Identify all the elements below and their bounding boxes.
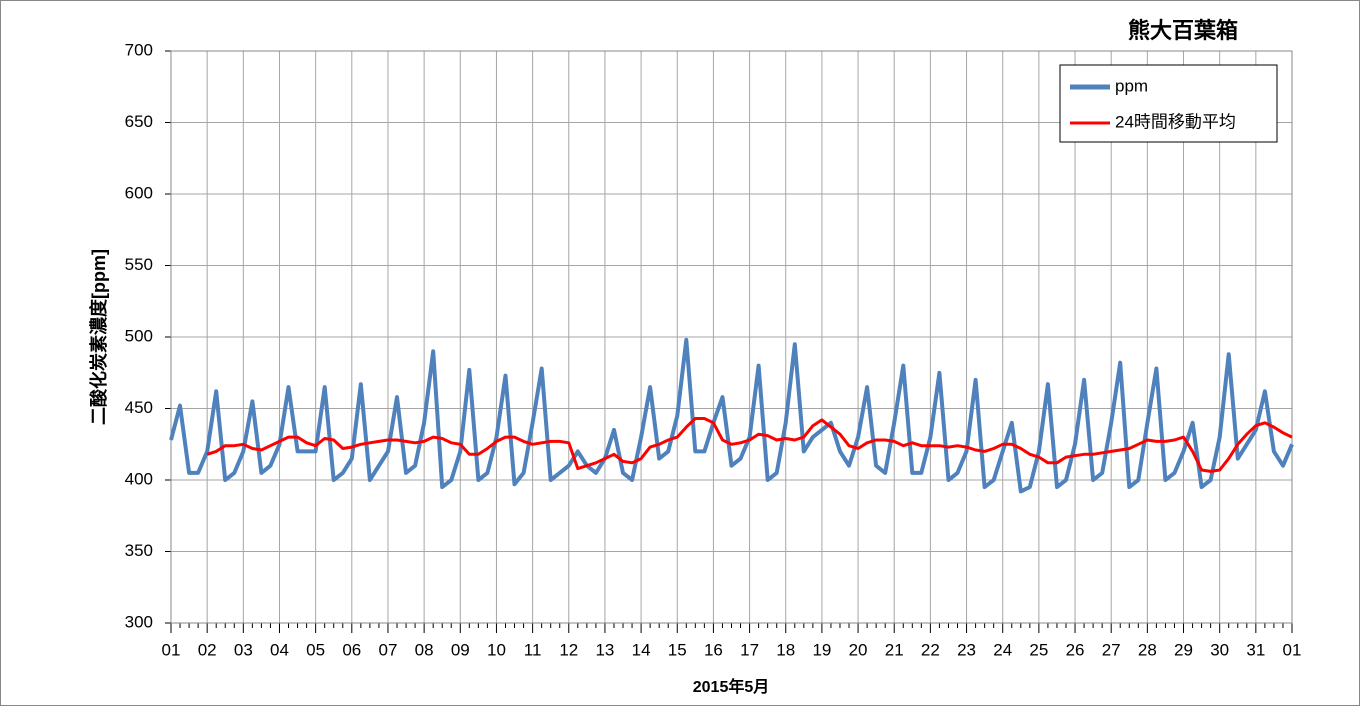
x-tick-label: 01 (1283, 640, 1302, 659)
y-tick-label: 300 (125, 612, 153, 631)
x-tick-label: 15 (668, 640, 687, 659)
x-tick-label: 10 (487, 640, 506, 659)
y-tick-label: 600 (125, 183, 153, 202)
x-tick-label: 03 (234, 640, 253, 659)
x-tick-label: 31 (1246, 640, 1265, 659)
x-tick-label: 22 (921, 640, 940, 659)
y-tick-label: 650 (125, 112, 153, 131)
x-tick-label: 05 (306, 640, 325, 659)
y-tick-label: 400 (125, 469, 153, 488)
x-tick-label: 21 (885, 640, 904, 659)
series-line (169, 337, 1294, 494)
x-tick-label: 06 (342, 640, 361, 659)
y-tick-label: 450 (125, 398, 153, 417)
chart-title: 熊大百葉箱 (1128, 18, 1238, 43)
x-tick-label: 08 (415, 640, 434, 659)
x-tick-label: 30 (1210, 640, 1229, 659)
x-tick-label: 13 (595, 640, 614, 659)
legend-label: ppm (1115, 76, 1148, 95)
x-tick-label: 04 (270, 640, 289, 659)
x-tick-label: 27 (1102, 640, 1121, 659)
x-tick-label: 19 (812, 640, 831, 659)
series-line (206, 417, 1293, 473)
x-axis-label: 2015年5月 (693, 677, 770, 696)
plot-border (170, 50, 1293, 624)
x-tick-label: 18 (776, 640, 795, 659)
x-tick-label: 02 (198, 640, 217, 659)
x-tick-label: 24 (993, 640, 1012, 659)
legend-box (1059, 64, 1278, 143)
x-tick-label: 26 (1066, 640, 1085, 659)
y-tick-label: 350 (125, 541, 153, 560)
x-tick-label: 16 (704, 640, 723, 659)
y-tick-label: 500 (125, 326, 153, 345)
x-tick-label: 23 (957, 640, 976, 659)
legend-label: 24時間移動平均 (1115, 112, 1236, 131)
x-tick-label: 09 (451, 640, 470, 659)
x-tick-label: 25 (1029, 640, 1048, 659)
x-tick-label: 11 (524, 640, 542, 659)
y-axis-label: 二酸化炭素濃度[ppm] (88, 249, 109, 425)
y-tick-label: 550 (125, 255, 153, 274)
x-tick-label: 29 (1174, 640, 1193, 659)
y-tick-label: 700 (125, 40, 153, 59)
x-tick-label: 20 (849, 640, 868, 659)
x-tick-label: 28 (1138, 640, 1157, 659)
x-tick-label: 07 (379, 640, 398, 659)
x-tick-label: 17 (740, 640, 759, 659)
x-tick-label: 01 (162, 640, 181, 659)
x-tick-label: 14 (632, 640, 651, 659)
x-tick-label: 12 (559, 640, 578, 659)
